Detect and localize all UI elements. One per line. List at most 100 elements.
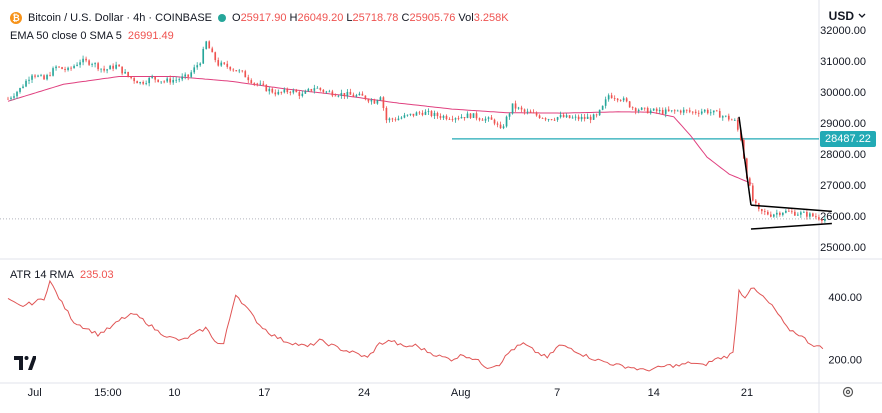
candle-body xyxy=(496,123,499,125)
candle-body xyxy=(307,89,310,92)
currency-selector[interactable]: USD xyxy=(829,9,866,23)
candle-body xyxy=(652,108,655,111)
candle-body xyxy=(676,110,679,112)
settings-gear-icon[interactable] xyxy=(842,386,854,401)
candle-body xyxy=(151,76,153,78)
candle-body xyxy=(754,200,757,204)
candle-body xyxy=(265,84,268,92)
candle-body xyxy=(499,124,502,129)
candle-body xyxy=(688,110,691,112)
candle-body xyxy=(415,112,418,116)
candle-body xyxy=(526,111,529,113)
candle-body xyxy=(706,109,709,114)
candle-body xyxy=(340,92,343,96)
candle-body xyxy=(577,116,580,120)
candle-body xyxy=(646,107,649,114)
candle-body xyxy=(25,80,27,87)
candle-body xyxy=(199,63,202,66)
candle-body xyxy=(169,78,172,83)
candle-body xyxy=(364,95,367,100)
candle-body xyxy=(824,218,826,221)
candles xyxy=(7,40,826,224)
candle-body xyxy=(523,109,526,112)
candle-body xyxy=(46,74,48,80)
candle-body xyxy=(409,113,412,115)
candle-body xyxy=(22,86,24,89)
candle-body xyxy=(490,117,493,120)
candle-body xyxy=(100,68,102,70)
candle-body xyxy=(310,89,313,91)
candle-body xyxy=(770,214,772,217)
candle-body xyxy=(478,118,481,120)
ema-legend[interactable]: EMA 50 close 0 SMA 5 26991.49 xyxy=(10,30,174,42)
candle-body xyxy=(709,112,712,114)
candle-body xyxy=(773,214,775,217)
candle-body xyxy=(10,97,12,99)
candle-body xyxy=(532,112,535,114)
candle-body xyxy=(821,219,823,221)
candle-body xyxy=(157,79,159,82)
candle-body xyxy=(619,100,622,101)
candle-body xyxy=(782,212,784,215)
atr-tick-label: 400.00 xyxy=(828,292,862,304)
candle-body xyxy=(250,80,253,84)
candle-body xyxy=(592,114,595,120)
candle-body xyxy=(124,71,126,74)
candle-body xyxy=(550,119,553,121)
candle-body xyxy=(779,212,781,215)
candle-body xyxy=(370,99,373,102)
candle-body xyxy=(463,116,466,119)
ohlc-open-value: 25917.90 xyxy=(240,12,287,24)
candle-body xyxy=(766,211,769,215)
candle-body xyxy=(208,41,211,49)
candle-body xyxy=(73,65,75,68)
ohlc-close-key: C xyxy=(401,12,410,24)
candle-body xyxy=(505,116,508,127)
candle-body xyxy=(616,98,619,101)
candle-body xyxy=(439,116,442,118)
candle-body xyxy=(229,66,232,70)
candle-body xyxy=(277,91,280,95)
candle-body xyxy=(214,52,217,61)
candle-body xyxy=(685,109,688,111)
symbol-name: Bitcoin / U.S. Dollar · 4h · COINBASE xyxy=(28,12,212,24)
candle-body xyxy=(785,210,787,213)
candle-body xyxy=(223,62,226,64)
symbol-legend[interactable]: ₿ Bitcoin / U.S. Dollar · 4h · COINBASE … xyxy=(10,12,509,24)
atr-legend[interactable]: ATR 14 RMA 235.03 xyxy=(10,269,114,281)
candle-body xyxy=(238,70,241,72)
pennant-pole-line xyxy=(738,116,752,206)
candle-body xyxy=(703,109,706,112)
candle-body xyxy=(103,68,105,71)
atr-line xyxy=(7,279,824,372)
candle-body xyxy=(493,119,496,124)
time-tick-label: Aug xyxy=(451,387,471,399)
candle-body xyxy=(809,213,811,217)
status-dot-icon xyxy=(218,14,226,22)
candle-body xyxy=(658,109,661,112)
atr-14-path xyxy=(7,279,824,372)
candle-body xyxy=(721,116,724,118)
candle-body xyxy=(244,71,247,78)
candle-body xyxy=(217,60,220,66)
ema-50-path xyxy=(7,76,752,184)
candle-body xyxy=(547,119,550,121)
candle-body xyxy=(337,95,340,97)
candle-body xyxy=(142,82,144,84)
candle-body xyxy=(283,89,286,93)
candle-body xyxy=(517,107,520,109)
candle-body xyxy=(797,214,799,216)
candle-body xyxy=(358,93,361,96)
time-tick-label: 17 xyxy=(258,387,270,399)
candle-body xyxy=(58,66,60,68)
candle-body xyxy=(589,116,592,120)
candle-body xyxy=(301,93,304,96)
candle-body xyxy=(145,83,147,84)
ohlc-low-key: L xyxy=(346,12,353,24)
tradingview-logo-icon[interactable] xyxy=(14,356,37,374)
candle-body xyxy=(670,110,673,112)
candle-body xyxy=(712,110,715,113)
candle-body xyxy=(286,89,289,93)
